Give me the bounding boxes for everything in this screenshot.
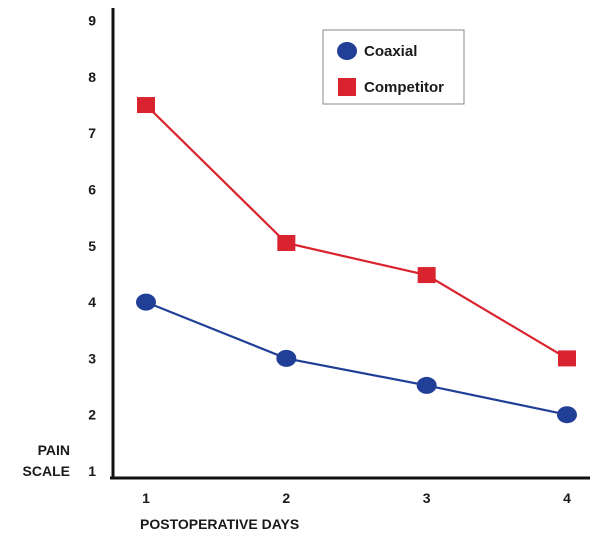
y-tick-label-3: 3 [88, 350, 96, 366]
x-axis-label: POSTOPERATIVE DAYS [140, 516, 299, 532]
legend-marker-competitor [338, 78, 356, 96]
legend-label-coaxial: Coaxial [364, 43, 417, 60]
series-coaxial [136, 293, 577, 424]
y-tick-label-5: 5 [88, 238, 96, 254]
legend-label-competitor: Competitor [364, 79, 444, 96]
point-competitor-day-4 [557, 350, 576, 367]
x-tick-label-3: 3 [423, 490, 431, 506]
point-coaxial-day-3 [416, 376, 437, 394]
y-tick-labels: 1 2 3 4 5 6 7 8 9 [88, 13, 96, 479]
series-competitor [137, 97, 576, 367]
y-axis-label-line-2: SCALE [23, 463, 70, 479]
legend-marker-coaxial [337, 42, 357, 60]
y-axis-label-line-1: PAIN [38, 442, 70, 458]
point-coaxial-day-4 [556, 406, 577, 424]
y-tick-label-2: 2 [88, 407, 96, 423]
point-competitor-day-2 [277, 234, 296, 251]
point-coaxial-day-2 [276, 349, 297, 367]
y-tick-label-1: 1 [88, 463, 96, 479]
y-tick-label-6: 6 [88, 182, 96, 198]
x-tick-labels: 1 2 3 4 [142, 490, 571, 506]
point-competitor-day-1 [137, 97, 155, 114]
legend: Coaxial Competitor [322, 29, 465, 105]
series-group [136, 97, 577, 424]
point-coaxial-day-1 [136, 293, 156, 311]
point-competitor-day-3 [417, 267, 436, 284]
y-tick-label-8: 8 [88, 69, 96, 85]
y-tick-label-9: 9 [88, 13, 96, 29]
axes [110, 8, 590, 480]
x-tick-label-4: 4 [563, 490, 571, 506]
series-line-coaxial [145, 301, 568, 416]
x-tick-label-1: 1 [142, 490, 150, 506]
y-tick-label-7: 7 [88, 125, 96, 141]
y-tick-label-4: 4 [88, 294, 96, 310]
x-tick-label-2: 2 [282, 490, 290, 506]
series-line-competitor [145, 104, 568, 360]
